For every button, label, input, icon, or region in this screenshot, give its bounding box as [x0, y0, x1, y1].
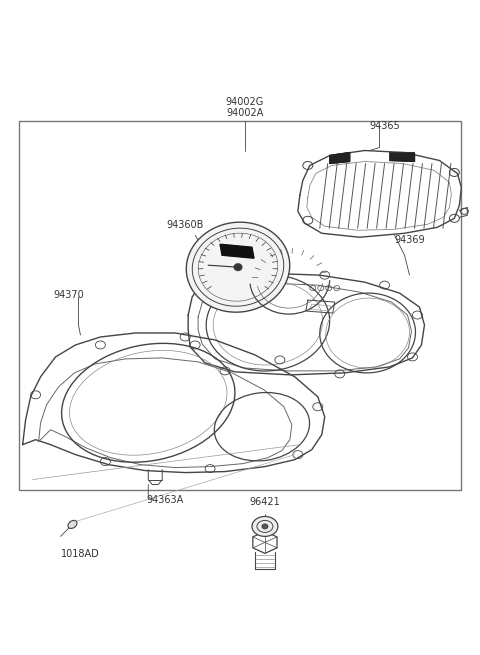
Ellipse shape	[262, 524, 268, 529]
Ellipse shape	[234, 264, 242, 271]
Polygon shape	[390, 153, 415, 162]
Text: 94365: 94365	[369, 121, 400, 130]
Bar	[19, 121, 461, 489]
Polygon shape	[220, 244, 254, 258]
Text: 94363A: 94363A	[146, 495, 184, 504]
Ellipse shape	[68, 520, 77, 529]
Text: 94370: 94370	[53, 290, 84, 300]
Text: 94002G
94002A: 94002G 94002A	[226, 97, 264, 119]
Text: 1018AD: 1018AD	[61, 550, 100, 559]
Polygon shape	[330, 153, 350, 164]
Text: 96421: 96421	[250, 498, 280, 508]
Ellipse shape	[186, 222, 290, 312]
Text: 94369: 94369	[394, 235, 425, 245]
Ellipse shape	[252, 516, 278, 536]
Text: 94360B: 94360B	[167, 220, 204, 231]
